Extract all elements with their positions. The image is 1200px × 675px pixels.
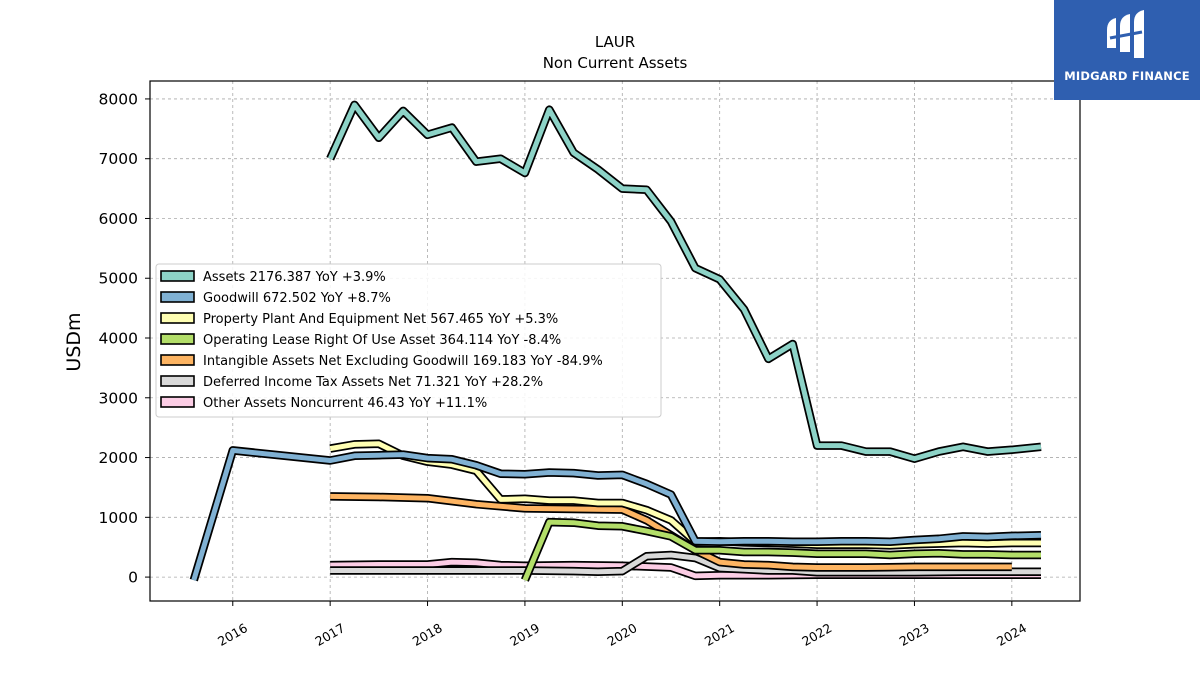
series-line bbox=[327, 102, 1042, 462]
legend-entry: Intangible Assets Net Excluding Goodwill… bbox=[203, 354, 603, 369]
x-tick-label: 2017 bbox=[312, 620, 347, 649]
x-tick-label: 2021 bbox=[702, 620, 737, 649]
y-tick-label: 4000 bbox=[99, 330, 138, 348]
series-line bbox=[329, 441, 1041, 548]
chart-subtitle: Non Current Assets bbox=[543, 54, 688, 72]
y-tick-label: 6000 bbox=[99, 210, 138, 228]
x-tick-label: 2024 bbox=[994, 620, 1029, 649]
legend-entry: Assets 2176.387 YoY +3.9% bbox=[203, 270, 386, 285]
x-tick-label: 2018 bbox=[410, 620, 445, 649]
series-line bbox=[330, 552, 1041, 575]
x-axis: 2016 2017 2018 2019 2020 2021 2022 2023 2024 bbox=[215, 601, 1029, 649]
y-tick-label: 8000 bbox=[99, 90, 138, 108]
plot-lines bbox=[189, 100, 1042, 582]
x-tick-label: 2020 bbox=[605, 620, 640, 649]
y-axis-label: USDm bbox=[63, 312, 85, 371]
legend-entry: Deferred Income Tax Assets Net 71.321 Yo… bbox=[203, 375, 543, 390]
legend-swatch bbox=[160, 354, 195, 366]
series-line-outline bbox=[189, 446, 1042, 582]
brand-name: MIDGARD FINANCE bbox=[1064, 69, 1190, 83]
legend-entry: Operating Lease Right Of Use Asset 364.1… bbox=[203, 333, 561, 348]
x-tick-label: 2016 bbox=[215, 620, 250, 649]
legend-entry: Goodwill 672.502 YoY +8.7% bbox=[203, 291, 391, 306]
series-line bbox=[191, 447, 1042, 581]
y-tick-label: 7000 bbox=[99, 150, 138, 168]
brand-logo: MIDGARD FINANCE bbox=[1054, 0, 1200, 100]
legend-swatch bbox=[160, 312, 195, 324]
legend-entry: Property Plant And Equipment Net 567.465… bbox=[203, 312, 558, 327]
x-tick-label: 2022 bbox=[799, 620, 834, 649]
legend-swatch bbox=[160, 291, 195, 303]
legend-swatch bbox=[160, 375, 195, 387]
y-axis: 0 1000 2000 3000 4000 5000 6000 7000 8000 bbox=[99, 90, 150, 587]
x-tick-label: 2023 bbox=[897, 620, 932, 649]
y-tick-label: 1000 bbox=[99, 509, 138, 527]
plot-frame bbox=[149, 80, 1081, 602]
legend-entry: Other Assets Noncurrent 46.43 YoY +11.1% bbox=[203, 396, 487, 411]
legend-box bbox=[155, 263, 662, 418]
y-tick-label: 3000 bbox=[99, 389, 138, 407]
brand-logo-mark bbox=[1107, 10, 1144, 58]
legend-swatch bbox=[160, 396, 195, 408]
y-tick-label: 0 bbox=[128, 569, 138, 587]
chart-title: LAUR bbox=[595, 33, 635, 51]
x-tick-label: 2019 bbox=[507, 620, 542, 649]
legend: Assets 2176.387 YoY +3.9% Goodwill 672.50… bbox=[155, 263, 662, 418]
y-tick-label: 2000 bbox=[99, 449, 138, 467]
legend-swatch bbox=[160, 270, 195, 282]
series-line bbox=[522, 519, 1041, 582]
y-tick-label: 5000 bbox=[99, 270, 138, 288]
legend-swatch bbox=[160, 333, 195, 345]
